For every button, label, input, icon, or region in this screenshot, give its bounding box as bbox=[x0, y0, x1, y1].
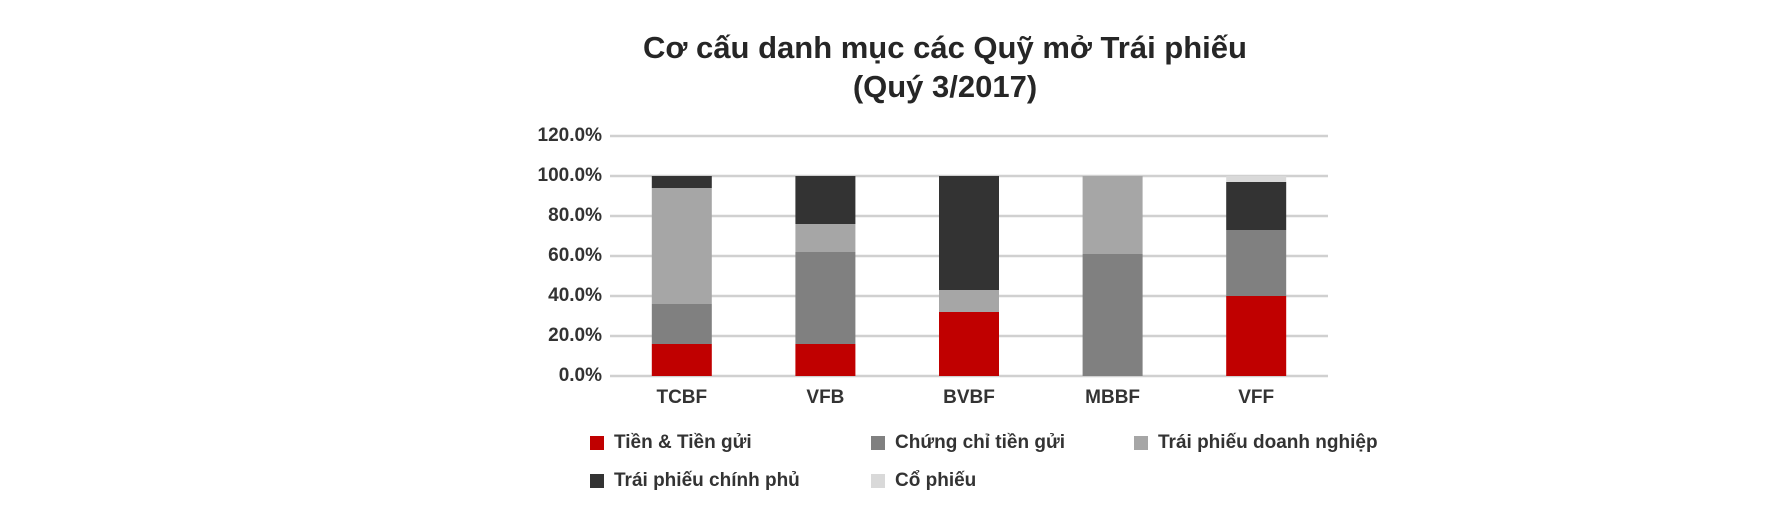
bar-segment bbox=[651, 176, 712, 188]
legend-label: Chứng chỉ tiền gửi bbox=[895, 432, 1065, 453]
bar-segment bbox=[1226, 176, 1287, 182]
y-tick-label: 0.0% bbox=[559, 365, 602, 386]
legend-swatch bbox=[871, 436, 885, 450]
bar-segment bbox=[795, 344, 856, 376]
y-tick-label: 100.0% bbox=[538, 165, 603, 186]
bar-segment bbox=[1082, 176, 1143, 254]
x-tick-label: VFF bbox=[1238, 387, 1274, 408]
bar-segment bbox=[651, 188, 712, 304]
legend-swatch bbox=[1134, 436, 1148, 450]
legend-label: Trái phiếu doanh nghiệp bbox=[1158, 432, 1378, 453]
bar-segment bbox=[1226, 230, 1287, 296]
x-tick-label: BVBF bbox=[943, 387, 995, 408]
y-tick-label: 80.0% bbox=[548, 205, 602, 226]
bar-segment bbox=[1226, 296, 1287, 376]
bar-segment bbox=[795, 224, 856, 252]
legend-label: Trái phiếu chính phủ bbox=[614, 470, 800, 491]
legend-label: Tiền & Tiền gửi bbox=[614, 432, 752, 453]
bar-segment bbox=[651, 304, 712, 344]
bar-segment bbox=[651, 344, 712, 376]
bar-segment bbox=[795, 252, 856, 344]
bar-segment bbox=[1226, 182, 1287, 230]
x-tick-label: MBBF bbox=[1085, 387, 1140, 408]
chart-title: Cơ cấu danh mục các Quỹ mở Trái phiếu bbox=[643, 30, 1247, 65]
bar-segment bbox=[939, 312, 999, 376]
legend-swatch bbox=[590, 436, 604, 450]
x-tick-label: TCBF bbox=[656, 387, 707, 408]
legend-label: Cổ phiếu bbox=[895, 470, 976, 491]
chart-subtitle: (Quý 3/2017) bbox=[853, 69, 1037, 104]
y-tick-label: 60.0% bbox=[548, 245, 602, 266]
legend-swatch bbox=[871, 474, 885, 488]
bar-segment bbox=[939, 176, 999, 290]
y-tick-label: 40.0% bbox=[548, 285, 602, 306]
bar-segment bbox=[1082, 254, 1143, 376]
y-tick-label: 20.0% bbox=[548, 325, 602, 346]
x-tick-label: VFB bbox=[806, 387, 844, 408]
legend-swatch bbox=[590, 474, 604, 488]
y-tick-label: 120.0% bbox=[538, 125, 603, 146]
bar-segment bbox=[795, 176, 856, 224]
bar-segment bbox=[939, 290, 999, 312]
